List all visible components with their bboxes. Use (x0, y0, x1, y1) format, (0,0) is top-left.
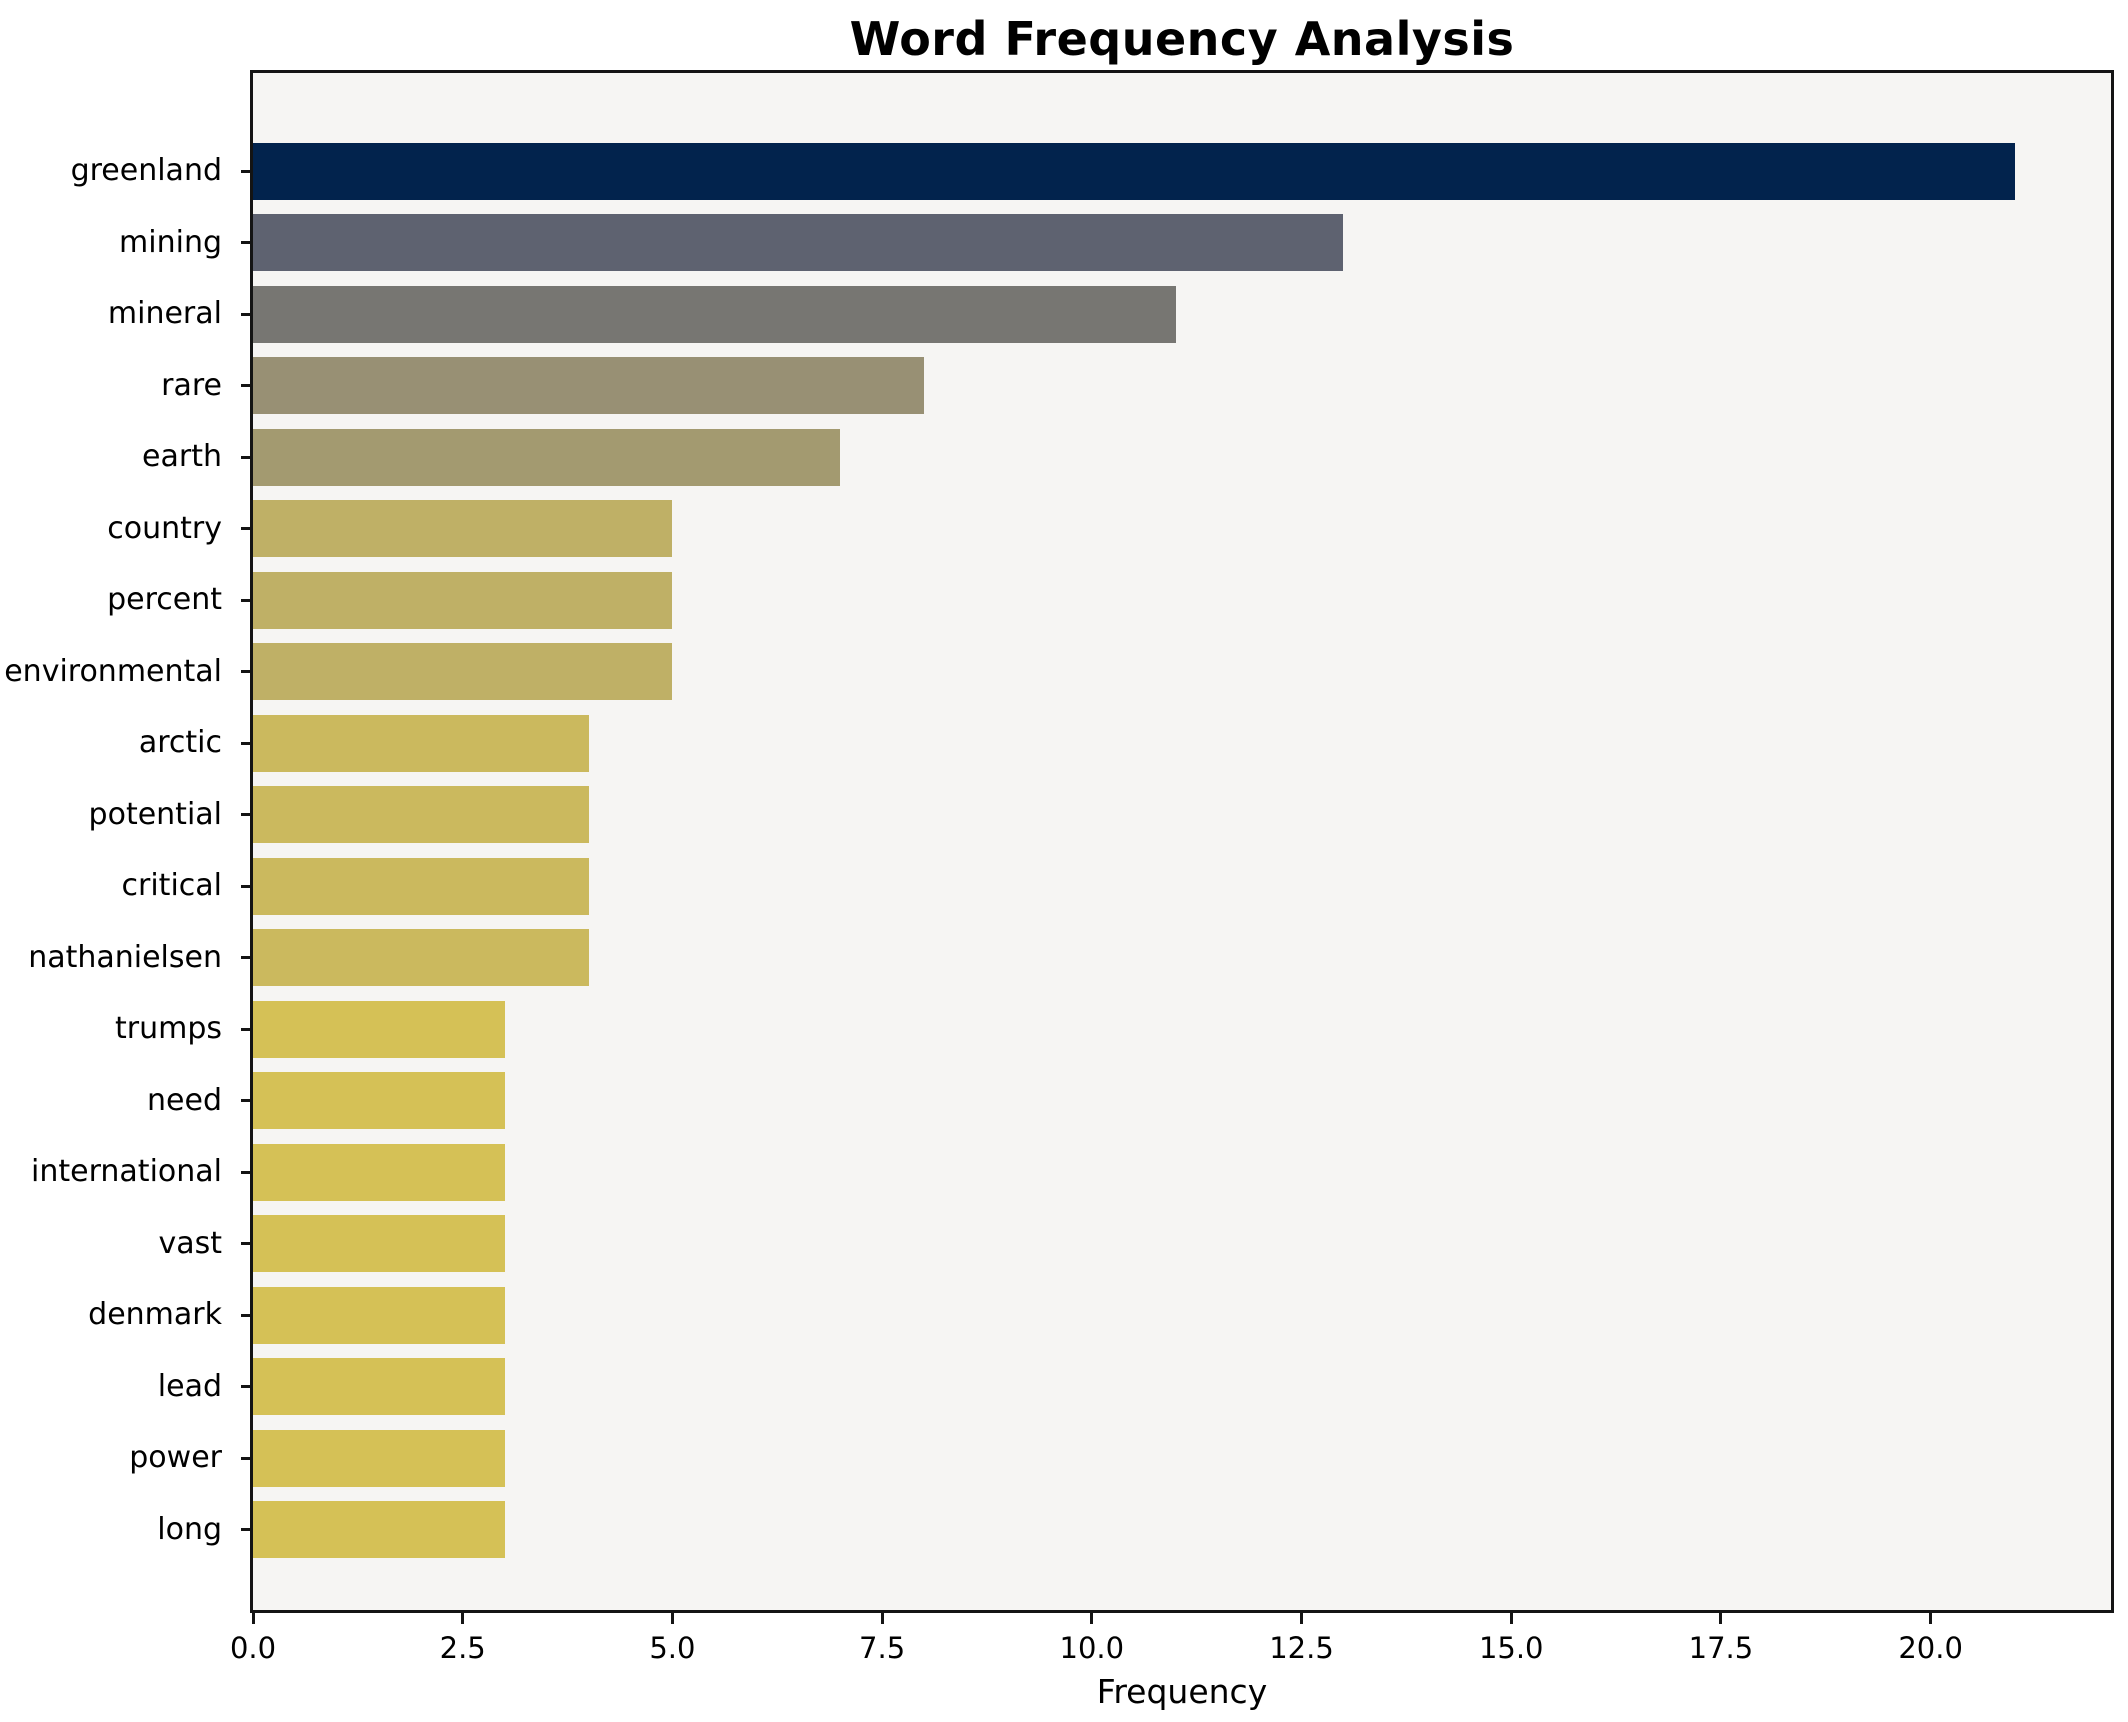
bar-critical (253, 857, 589, 915)
y-tick-label-trumps: trumps (114, 1011, 222, 1046)
bar-mining (253, 214, 1344, 271)
x-tick-mark (880, 1613, 884, 1624)
y-tick-mark (241, 1313, 250, 1317)
x-tick-mark (670, 1613, 674, 1624)
bar-vast (253, 1215, 505, 1272)
y-tick-label-greenland: greenland (70, 153, 222, 188)
x-tick-label-17.5: 17.5 (1688, 1631, 1754, 1665)
y-tick-label-rare: rare (161, 367, 222, 403)
y-tick-mark (241, 455, 250, 459)
y-tick-label-country: country (107, 510, 222, 546)
bar-mineral (253, 285, 1176, 343)
x-tick-label-12.5: 12.5 (1269, 1631, 1334, 1665)
chart-title: Word Frequency Analysis (849, 12, 1515, 66)
y-tick-label-denmark: denmark (88, 1297, 222, 1332)
bar-international (253, 1143, 505, 1201)
y-tick-mark (241, 1242, 250, 1245)
y-tick-mark (241, 527, 250, 530)
x-tick-label-2.5: 2.5 (439, 1631, 486, 1665)
y-tick-mark (241, 813, 250, 816)
bar-trumps (253, 1000, 505, 1058)
y-tick-mark (241, 884, 250, 888)
y-tick-mark (241, 1456, 250, 1460)
plot-area (250, 70, 2114, 1613)
x-tick-label-15.0: 15.0 (1478, 1631, 1544, 1665)
x-tick-label-20.0: 20.0 (1898, 1631, 1963, 1665)
y-tick-mark (241, 1170, 250, 1174)
y-axis-labels: greenland mining mineral rare earth country pe… (0, 73, 236, 1610)
y-tick-mark (241, 241, 250, 244)
bar-potential (253, 786, 589, 843)
x-axis-title: Frequency (1096, 1672, 1268, 1711)
y-tick-label-arctic: arctic (138, 725, 222, 760)
y-tick-mark (241, 169, 250, 173)
y-tick-label-long: long (157, 1511, 222, 1547)
x-tick-mark (1719, 1613, 1723, 1624)
bar-rare (253, 357, 925, 414)
y-tick-label-environmental: environmental (4, 653, 222, 689)
bar-percent (253, 571, 673, 629)
x-tick-mark (461, 1613, 465, 1624)
y-tick-mark (241, 384, 250, 387)
bar-denmark (253, 1286, 505, 1344)
x-tick-mark (251, 1613, 255, 1624)
bar-greenland (253, 142, 2015, 200)
y-tick-label-potential: potential (88, 796, 222, 832)
bar-country (253, 500, 673, 557)
x-tick-label-0.0: 0.0 (229, 1631, 277, 1665)
y-axis-ticks (0, 73, 250, 1610)
y-tick-label-power: power (129, 1440, 222, 1475)
bar-long (253, 1501, 505, 1558)
y-tick-label-vast: vast (158, 1225, 222, 1261)
bar-lead (253, 1358, 505, 1415)
y-tick-mark (241, 1385, 250, 1388)
y-tick-mark (241, 741, 250, 745)
x-tick-mark (1090, 1613, 1094, 1624)
bar-power (253, 1429, 505, 1487)
y-tick-mark (241, 1099, 250, 1102)
bar-earth (253, 428, 841, 486)
y-tick-label-lead: lead (157, 1368, 222, 1404)
x-tick-label-10.0: 10.0 (1059, 1631, 1125, 1665)
y-tick-label-mineral: mineral (107, 296, 222, 331)
x-tick-mark (1929, 1613, 1933, 1624)
y-tick-mark (241, 312, 250, 316)
y-tick-mark (241, 956, 250, 959)
y-tick-mark (241, 1528, 250, 1531)
bar-environmental (253, 643, 673, 700)
y-tick-label-need: need (147, 1082, 222, 1118)
y-tick-mark (241, 598, 250, 602)
x-tick-label-5.0: 5.0 (649, 1631, 696, 1665)
bar-need (253, 1072, 505, 1129)
x-tick-mark (1300, 1613, 1304, 1624)
x-tick-label-7.5: 7.5 (859, 1631, 906, 1665)
y-tick-mark (241, 1027, 250, 1031)
y-tick-label-nathanielsen: nathanielsen (28, 939, 222, 975)
y-tick-label-earth: earth (142, 439, 222, 474)
x-axis-ticks: 0.0 2.5 5.0 7.5 10.0 12.5 15.0 17.5 20.0 (230, 1613, 2111, 1683)
y-tick-label-percent: percent (107, 582, 222, 617)
y-tick-label-critical: critical (121, 868, 222, 903)
bar-nathanielsen (253, 929, 589, 986)
y-tick-mark (241, 670, 250, 673)
y-tick-label-mining: mining (119, 224, 222, 260)
x-tick-mark (1509, 1613, 1513, 1624)
y-tick-label-international: international (31, 1154, 222, 1189)
bar-arctic (253, 714, 589, 772)
